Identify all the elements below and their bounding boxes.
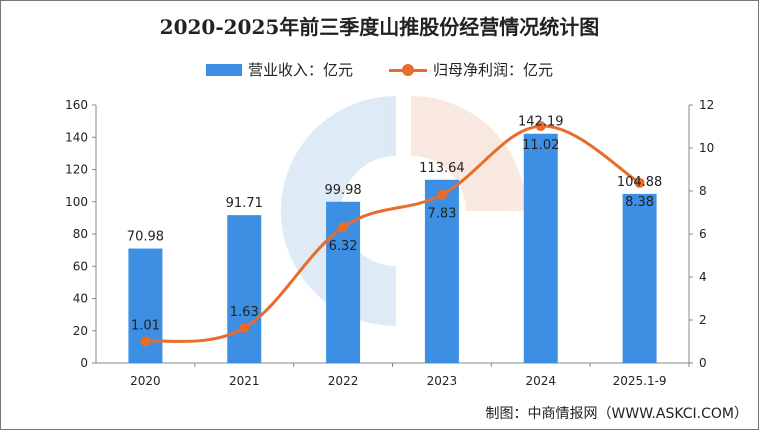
- x-tick-label: 2020: [130, 374, 161, 388]
- x-tick-label: 2024: [525, 374, 556, 388]
- profit-line: [145, 124, 641, 344]
- legend-item-profit: 归母净利润：亿元: [389, 59, 553, 80]
- left-tick-label: 80: [73, 227, 88, 241]
- profit-data-label: 1.63: [230, 305, 259, 320]
- left-tick-label: 0: [80, 356, 88, 370]
- revenue-data-label: 113.64: [419, 161, 465, 176]
- revenue-bar: [622, 193, 657, 363]
- right-tick-label: 0: [699, 356, 707, 370]
- revenue-bar: [424, 179, 459, 363]
- legend-label-revenue: 营业收入：亿元: [247, 61, 353, 79]
- right-tick-label: 4: [699, 270, 707, 284]
- revenue-data-label: 142.19: [518, 115, 564, 130]
- legend: 营业收入：亿元 归母净利润：亿元: [1, 59, 758, 80]
- profit-point: [239, 322, 250, 333]
- left-tick-label: 60: [73, 259, 88, 273]
- profit-data-label: 1.01: [131, 318, 160, 333]
- revenue-data-label: 99.98: [324, 183, 361, 198]
- right-tick-label: 10: [699, 141, 714, 155]
- legend-item-revenue: 营业收入：亿元: [205, 59, 353, 80]
- profit-data-label: 8.38: [625, 195, 654, 210]
- left-tick-label: 120: [65, 163, 88, 177]
- x-tick-label: 2021: [229, 374, 260, 388]
- profit-data-label: 7.83: [427, 207, 456, 222]
- legend-bar-swatch: [205, 63, 242, 76]
- profit-point: [436, 189, 447, 200]
- revenue-data-label: 70.98: [127, 230, 164, 245]
- legend-line-swatch: [389, 63, 427, 76]
- legend-label-profit: 归母净利润：亿元: [433, 61, 554, 79]
- profit-point: [535, 121, 546, 132]
- x-tick-label: 2025.1-9: [613, 374, 667, 388]
- right-tick-label: 2: [699, 313, 707, 327]
- source-credit: 制图：中商情报网（WWW.ASKCI.COM）: [485, 406, 748, 422]
- profit-point: [338, 222, 349, 233]
- revenue-data-label: 104.88: [617, 175, 663, 190]
- revenue-data-label: 91.71: [226, 196, 263, 211]
- profit-point: [634, 177, 645, 188]
- left-tick-label: 40: [73, 292, 88, 306]
- left-tick-label: 20: [73, 324, 88, 338]
- left-tick-label: 160: [65, 98, 88, 112]
- profit-point: [140, 336, 151, 347]
- right-tick-label: 6: [699, 227, 707, 241]
- x-tick-label: 2023: [427, 374, 458, 388]
- x-tick-label: 2022: [328, 374, 359, 388]
- revenue-bar: [227, 215, 262, 363]
- chart-title: 2020-2025年前三季度山推股份经营情况统计图: [159, 15, 600, 39]
- profit-data-label: 11.02: [522, 138, 559, 153]
- left-tick-label: 140: [65, 130, 88, 144]
- left-tick-label: 100: [65, 195, 88, 209]
- watermark-logo: [280, 95, 526, 327]
- right-tick-label: 12: [699, 98, 714, 112]
- profit-data-label: 6.32: [329, 239, 358, 254]
- right-tick-label: 8: [699, 184, 707, 198]
- revenue-bar: [523, 133, 558, 363]
